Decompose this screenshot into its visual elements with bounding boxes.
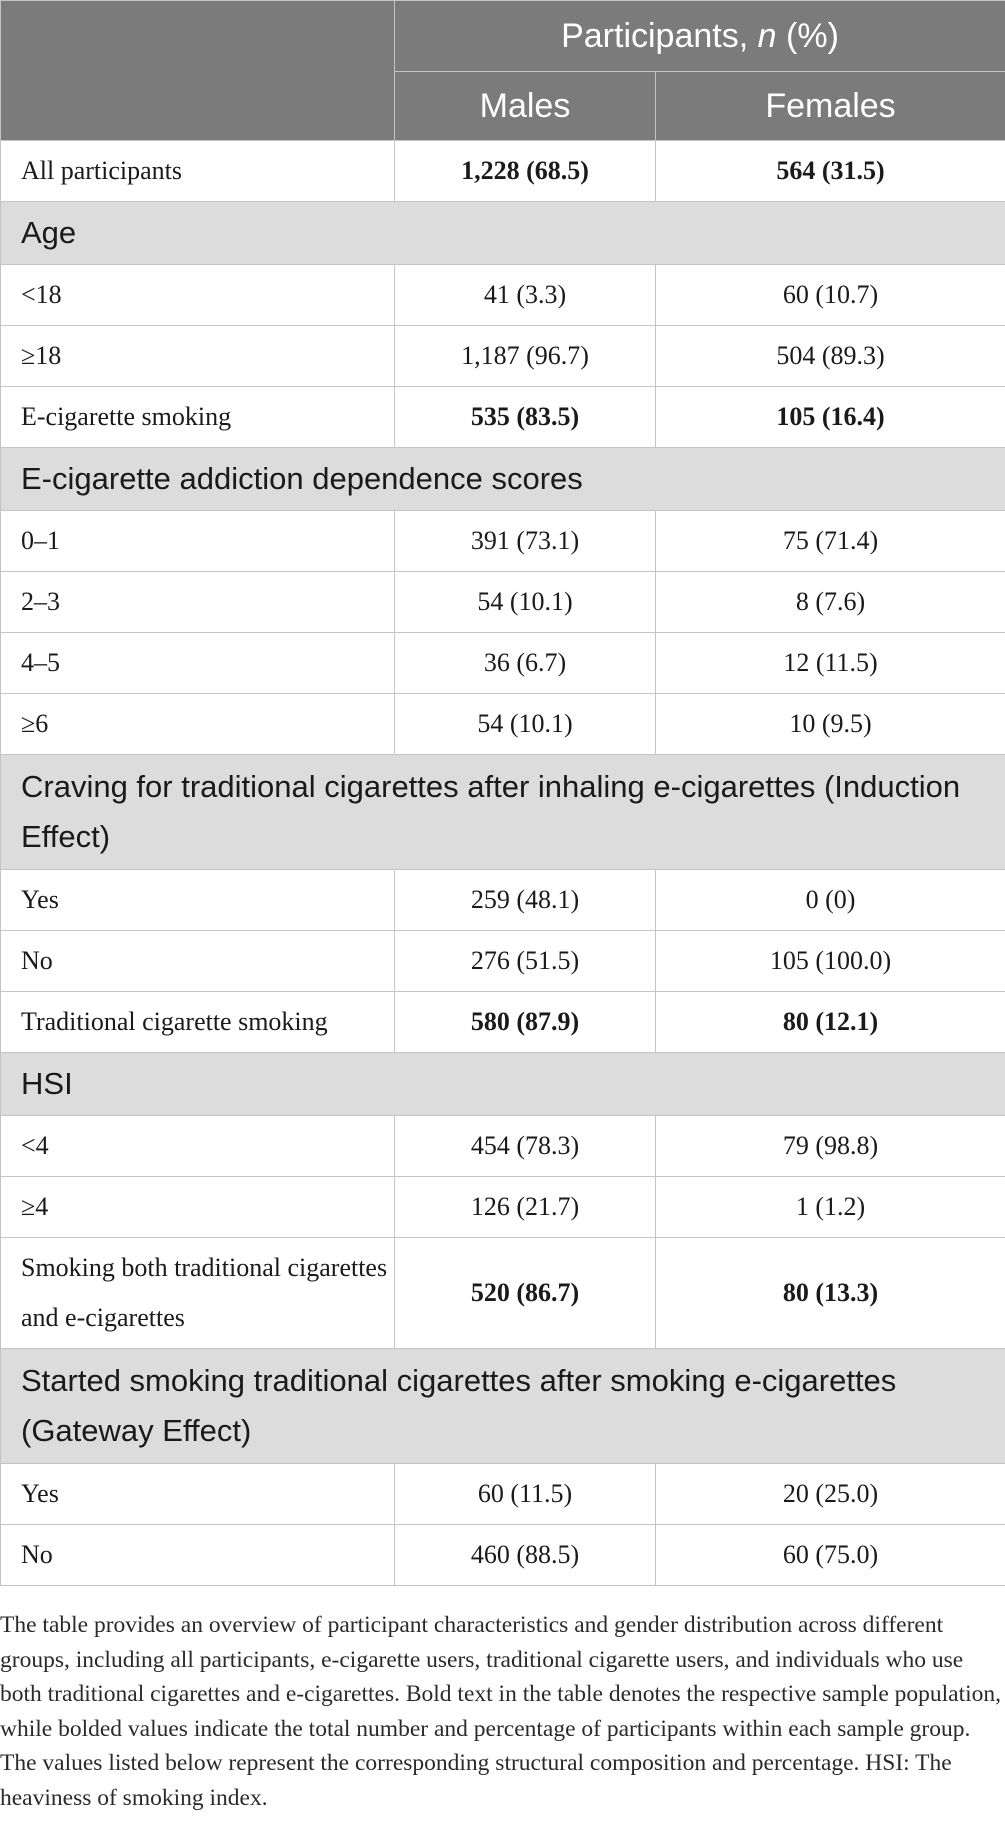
females-value: 0 (0) bbox=[655, 869, 1005, 931]
row-label: No bbox=[0, 930, 395, 992]
section-row: E-cigarette addiction dependence scores bbox=[0, 447, 1005, 511]
males-value: 1,187 (96.7) bbox=[394, 325, 656, 387]
females-value: 80 (13.3) bbox=[655, 1237, 1005, 1349]
males-value: 520 (86.7) bbox=[394, 1237, 656, 1349]
males-value: 454 (78.3) bbox=[394, 1115, 656, 1177]
table-row: Yes 259 (48.1) 0 (0) bbox=[0, 869, 1005, 931]
row-label: 2–3 bbox=[0, 571, 395, 633]
females-value: 105 (16.4) bbox=[655, 386, 1005, 448]
section-heading: Age bbox=[0, 201, 1005, 265]
table-footnote: The table provides an overview of partic… bbox=[0, 1612, 1002, 1811]
males-value: 259 (48.1) bbox=[394, 869, 656, 931]
table-row: Yes 60 (11.5) 20 (25.0) bbox=[0, 1463, 1005, 1525]
males-value: 535 (83.5) bbox=[394, 386, 656, 448]
table-row: Traditional cigarette smoking 580 (87.9)… bbox=[0, 991, 1005, 1053]
participants-table: Participants, n (%) Males Females All pa… bbox=[0, 0, 1005, 1586]
section-heading: Craving for traditional cigarettes after… bbox=[0, 754, 1005, 870]
table-row: ≥6 54 (10.1) 10 (9.5) bbox=[0, 693, 1005, 755]
header-participants: Participants, n (%) bbox=[394, 0, 1005, 72]
females-value: 105 (100.0) bbox=[655, 930, 1005, 992]
females-value: 75 (71.4) bbox=[655, 510, 1005, 572]
males-value: 126 (21.7) bbox=[394, 1176, 656, 1238]
row-label: No bbox=[0, 1524, 395, 1586]
section-row: Craving for traditional cigarettes after… bbox=[0, 754, 1005, 870]
header-females: Females bbox=[655, 71, 1005, 141]
table-row: 4–5 36 (6.7) 12 (11.5) bbox=[0, 632, 1005, 694]
males-value: 41 (3.3) bbox=[394, 264, 656, 326]
females-value: 8 (7.6) bbox=[655, 571, 1005, 633]
header-row-top: Participants, n (%) bbox=[0, 0, 1005, 141]
header-title-pct: (%) bbox=[786, 16, 839, 55]
table-row: <18 41 (3.3) 60 (10.7) bbox=[0, 264, 1005, 326]
header-males: Males bbox=[394, 71, 656, 141]
females-value: 564 (31.5) bbox=[655, 140, 1005, 202]
females-value: 80 (12.1) bbox=[655, 991, 1005, 1053]
table-row: 2–3 54 (10.1) 8 (7.6) bbox=[0, 571, 1005, 633]
section-row: HSI bbox=[0, 1052, 1005, 1116]
table-row: E-cigarette smoking 535 (83.5) 105 (16.4… bbox=[0, 386, 1005, 448]
row-label: <4 bbox=[0, 1115, 395, 1177]
table-row: No 460 (88.5) 60 (75.0) bbox=[0, 1524, 1005, 1586]
females-value: 60 (10.7) bbox=[655, 264, 1005, 326]
row-label: ≥4 bbox=[0, 1176, 395, 1238]
section-heading: E-cigarette addiction dependence scores bbox=[0, 447, 1005, 511]
table-row: ≥4 126 (21.7) 1 (1.2) bbox=[0, 1176, 1005, 1238]
males-value: 60 (11.5) bbox=[394, 1463, 656, 1525]
section-heading: Started smoking traditional cigarettes a… bbox=[0, 1348, 1005, 1464]
row-label: Traditional cigarette smoking bbox=[0, 991, 395, 1053]
table-row: ≥18 1,187 (96.7) 504 (89.3) bbox=[0, 325, 1005, 387]
row-label: ≥6 bbox=[0, 693, 395, 755]
section-row: Started smoking traditional cigarettes a… bbox=[0, 1348, 1005, 1464]
table-row: 0–1 391 (73.1) 75 (71.4) bbox=[0, 510, 1005, 572]
header-blank-cell bbox=[0, 0, 395, 141]
females-value: 79 (98.8) bbox=[655, 1115, 1005, 1177]
females-value: 60 (75.0) bbox=[655, 1524, 1005, 1586]
males-value: 54 (10.1) bbox=[394, 571, 656, 633]
row-label: <18 bbox=[0, 264, 395, 326]
header-title-n: n bbox=[757, 16, 777, 55]
row-label: Yes bbox=[0, 869, 395, 931]
row-label: All participants bbox=[0, 140, 395, 202]
table-row: No 276 (51.5) 105 (100.0) bbox=[0, 930, 1005, 992]
header-row-columns: Males Females bbox=[1, 71, 1005, 141]
females-value: 1 (1.2) bbox=[655, 1176, 1005, 1238]
section-row: Age bbox=[0, 201, 1005, 265]
males-value: 36 (6.7) bbox=[394, 632, 656, 694]
row-label: Smoking both traditional cigarettes and … bbox=[0, 1237, 395, 1349]
males-value: 391 (73.1) bbox=[394, 510, 656, 572]
males-value: 54 (10.1) bbox=[394, 693, 656, 755]
table-row: <4 454 (78.3) 79 (98.8) bbox=[0, 1115, 1005, 1177]
row-label: E-cigarette smoking bbox=[0, 386, 395, 448]
row-label: 0–1 bbox=[0, 510, 395, 572]
females-value: 10 (9.5) bbox=[655, 693, 1005, 755]
row-label: Yes bbox=[0, 1463, 395, 1525]
header-title: Participants, bbox=[561, 16, 749, 55]
males-value: 1,228 (68.5) bbox=[394, 140, 656, 202]
males-value: 460 (88.5) bbox=[394, 1524, 656, 1586]
row-label: 4–5 bbox=[0, 632, 395, 694]
females-value: 504 (89.3) bbox=[655, 325, 1005, 387]
males-value: 580 (87.9) bbox=[394, 991, 656, 1053]
males-value: 276 (51.5) bbox=[394, 930, 656, 992]
females-value: 12 (11.5) bbox=[655, 632, 1005, 694]
table-row: All participants 1,228 (68.5) 564 (31.5) bbox=[0, 140, 1005, 202]
section-heading: HSI bbox=[0, 1052, 1005, 1116]
row-label: ≥18 bbox=[0, 325, 395, 387]
females-value: 20 (25.0) bbox=[655, 1463, 1005, 1525]
table-row: Smoking both traditional cigarettes and … bbox=[0, 1237, 1005, 1349]
